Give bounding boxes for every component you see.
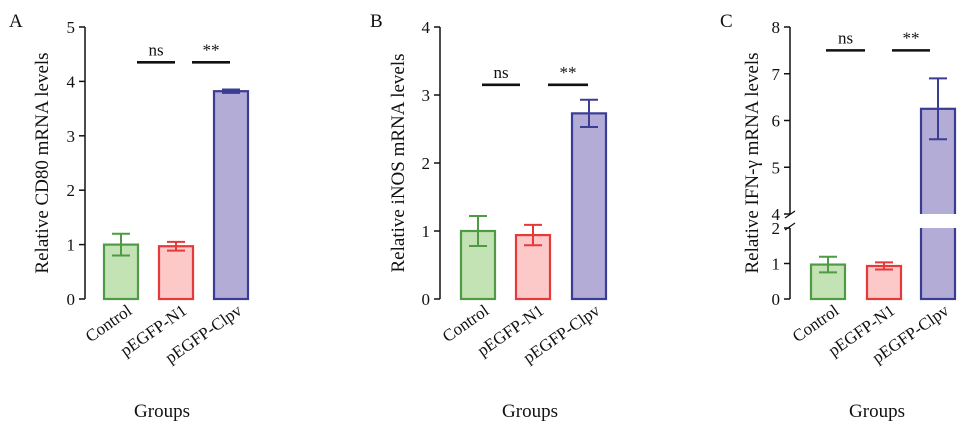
y-tick-label: 8 xyxy=(772,18,781,37)
bar xyxy=(157,245,195,301)
bar xyxy=(919,107,957,301)
y-tick-label: 0 xyxy=(67,290,76,309)
y-tick-label: 1 xyxy=(67,236,76,255)
y-tick-label: 6 xyxy=(772,112,781,131)
y-tick-label: 2 xyxy=(67,181,76,200)
x-axis-title: Groups xyxy=(134,401,190,422)
panel-letter: A xyxy=(9,11,23,32)
y-tick-label: 5 xyxy=(67,18,76,37)
x-axis-title: Groups xyxy=(502,401,558,422)
bar xyxy=(865,264,903,301)
bar xyxy=(459,229,497,301)
significance-label: ** xyxy=(203,40,220,59)
y-tick-label: 0 xyxy=(772,290,781,309)
y-tick-label: 2 xyxy=(772,219,781,238)
panel-letter: C xyxy=(720,11,733,32)
axis-break-mark xyxy=(784,222,796,231)
significance-label: ns xyxy=(838,28,853,47)
y-tick-label: 4 xyxy=(772,205,781,224)
y-axis-title: Relative IFN-γ mRNA levels xyxy=(742,52,763,273)
y-tick-label: 4 xyxy=(422,18,431,37)
y-tick-label: 7 xyxy=(772,65,781,84)
y-tick-label: 0 xyxy=(422,290,431,309)
y-tick-label: 2 xyxy=(422,154,431,173)
y-axis-title: Relative CD80 mRNA levels xyxy=(32,52,53,273)
y-tick-label: 3 xyxy=(67,127,76,146)
y-tick-label: 1 xyxy=(772,255,781,274)
significance-label: ** xyxy=(903,28,920,47)
y-tick-label: 5 xyxy=(772,158,781,177)
bar xyxy=(212,90,250,301)
x-axis-title: Groups xyxy=(849,401,905,422)
bar xyxy=(570,112,608,301)
significance-label: ns xyxy=(493,63,508,82)
y-tick-label: 1 xyxy=(422,222,431,241)
significance-label: ns xyxy=(148,40,163,59)
panel-letter: B xyxy=(370,11,383,32)
y-tick-label: 3 xyxy=(422,86,431,105)
significance-label: ** xyxy=(560,63,577,82)
y-axis-title: Relative iNOS mRNA levels xyxy=(388,53,409,272)
y-tick-label: 4 xyxy=(67,72,76,91)
bar-break-gap xyxy=(919,214,957,228)
bar xyxy=(514,233,552,301)
